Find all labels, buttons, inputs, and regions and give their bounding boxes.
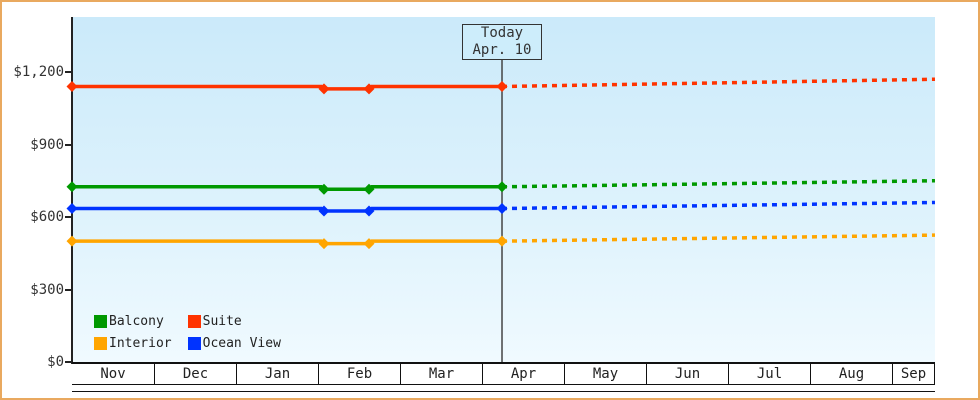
series-marker-suite — [496, 81, 508, 92]
series-line-interior — [72, 239, 503, 246]
legend-swatch-icon — [187, 315, 201, 328]
series-marker-balcony — [66, 181, 78, 193]
y-axis-tick-label: $600 — [30, 209, 64, 225]
series-marker-ocean-view — [318, 205, 330, 217]
month-cell-jan: Jan — [236, 364, 318, 384]
legend-item-interior: Interior — [94, 336, 172, 351]
series-marker-ocean-view — [66, 203, 78, 215]
legend-swatch-icon — [94, 315, 107, 328]
month-cell-may: May — [564, 364, 646, 384]
series-marker-interior — [496, 235, 508, 247]
today-label: Today — [480, 25, 524, 41]
series-marker-interior — [318, 238, 330, 250]
legend-label: Ocean View — [202, 336, 281, 351]
series-marker-interior — [66, 235, 78, 247]
series-marker-balcony — [496, 181, 508, 193]
x-axis-bottom-rule — [72, 391, 935, 392]
y-axis-tick-mark — [65, 216, 72, 218]
series-line-suite — [72, 84, 503, 91]
legend-item-suite: Suite — [187, 314, 281, 329]
y-axis-tick-mark — [65, 288, 72, 291]
x-axis-month-row: Nov Dec Jan Feb Mar Apr May Jun Jul Aug Sep — [72, 362, 935, 385]
legend-item-balcony: Balcony — [94, 314, 172, 329]
month-cell-nov: Nov — [100, 366, 126, 382]
legend-swatch-icon — [94, 337, 107, 350]
series-marker-suite — [318, 83, 330, 95]
month-cell-mar: Mar — [400, 364, 482, 384]
series-forecast-line-ocean-view — [501, 200, 935, 211]
y-axis-tick-mark — [65, 71, 72, 73]
y-axis-tick-mark — [65, 143, 72, 146]
month-cell-feb: Feb — [318, 364, 400, 384]
month-cell-aug: Aug — [810, 364, 892, 384]
legend-label: Suite — [202, 314, 242, 329]
today-annotation-box: Today Apr. 10 — [462, 24, 542, 60]
series-marker-suite — [363, 83, 375, 95]
month-cell-apr: Apr — [482, 364, 564, 384]
y-axis-tick-mark — [65, 361, 72, 363]
legend-item-ocean-view: Ocean View — [187, 336, 281, 351]
month-cell-dec: Dec — [154, 364, 236, 384]
series-line-balcony — [72, 185, 503, 191]
series-forecast-line-suite — [501, 77, 935, 89]
series-marker-suite — [66, 81, 78, 92]
month-cell-sep: Sep — [892, 364, 935, 384]
series-marker-balcony — [363, 183, 375, 195]
month-cell-jul: Jul — [728, 364, 810, 384]
series-marker-balcony — [318, 183, 330, 195]
chart-legend: Balcony Suite Interior Ocean View — [94, 314, 281, 351]
series-marker-ocean-view — [496, 203, 508, 215]
series-line-ocean-view — [72, 206, 503, 213]
series-marker-interior — [363, 238, 375, 250]
y-axis-tick-label: $900 — [30, 136, 64, 153]
series-marker-ocean-view — [363, 205, 375, 217]
y-axis-tick-label: $300 — [30, 281, 64, 298]
series-forecast-line-interior — [501, 233, 935, 243]
legend-label: Balcony — [109, 314, 164, 329]
month-cell-jun: Jun — [646, 364, 728, 384]
legend-label: Interior — [109, 336, 172, 351]
series-forecast-line-balcony — [501, 179, 935, 189]
y-axis-tick-label: $1,200 — [13, 64, 64, 80]
today-date: Apr. 10 — [472, 42, 532, 58]
legend-swatch-icon — [187, 337, 201, 350]
y-axis-tick-label: $0 — [47, 354, 64, 370]
